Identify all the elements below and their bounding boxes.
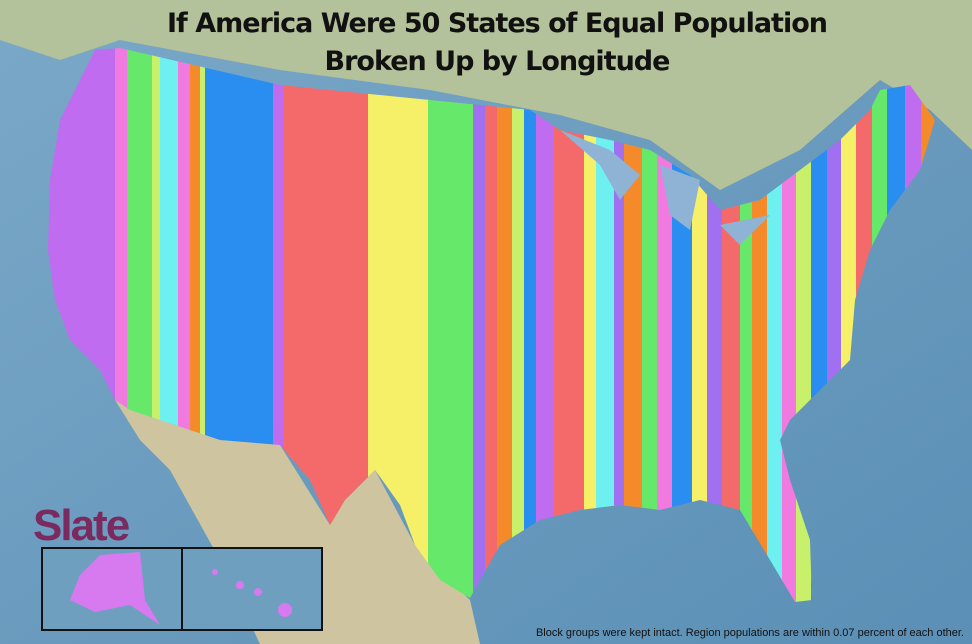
region-stripe <box>152 48 161 602</box>
region-stripe <box>428 48 474 602</box>
great-lakes <box>560 130 770 245</box>
region-stripe <box>596 48 615 602</box>
region-stripe <box>273 48 284 602</box>
region-stripe <box>536 48 555 602</box>
region-stripe <box>473 48 486 602</box>
region-stripe <box>614 48 625 602</box>
footnote: Block groups were kept intact. Region po… <box>536 627 964 639</box>
region-stripe <box>485 48 498 602</box>
logo: Slate <box>33 501 129 550</box>
region-stripe <box>512 48 525 602</box>
title-line: If America Were 50 States of Equal Popul… <box>167 8 827 39</box>
region-stripe <box>524 48 537 602</box>
inset-alaska <box>41 547 183 631</box>
region-stripe <box>642 48 658 602</box>
region-stripe <box>584 48 597 602</box>
region-stripe <box>497 48 513 602</box>
region-stripe <box>200 48 206 602</box>
mexico <box>115 400 480 644</box>
title-line: Broken Up by Longitude <box>325 46 670 77</box>
canada <box>0 0 972 190</box>
inset-hawaii <box>181 547 323 631</box>
region-stripe <box>190 48 201 602</box>
